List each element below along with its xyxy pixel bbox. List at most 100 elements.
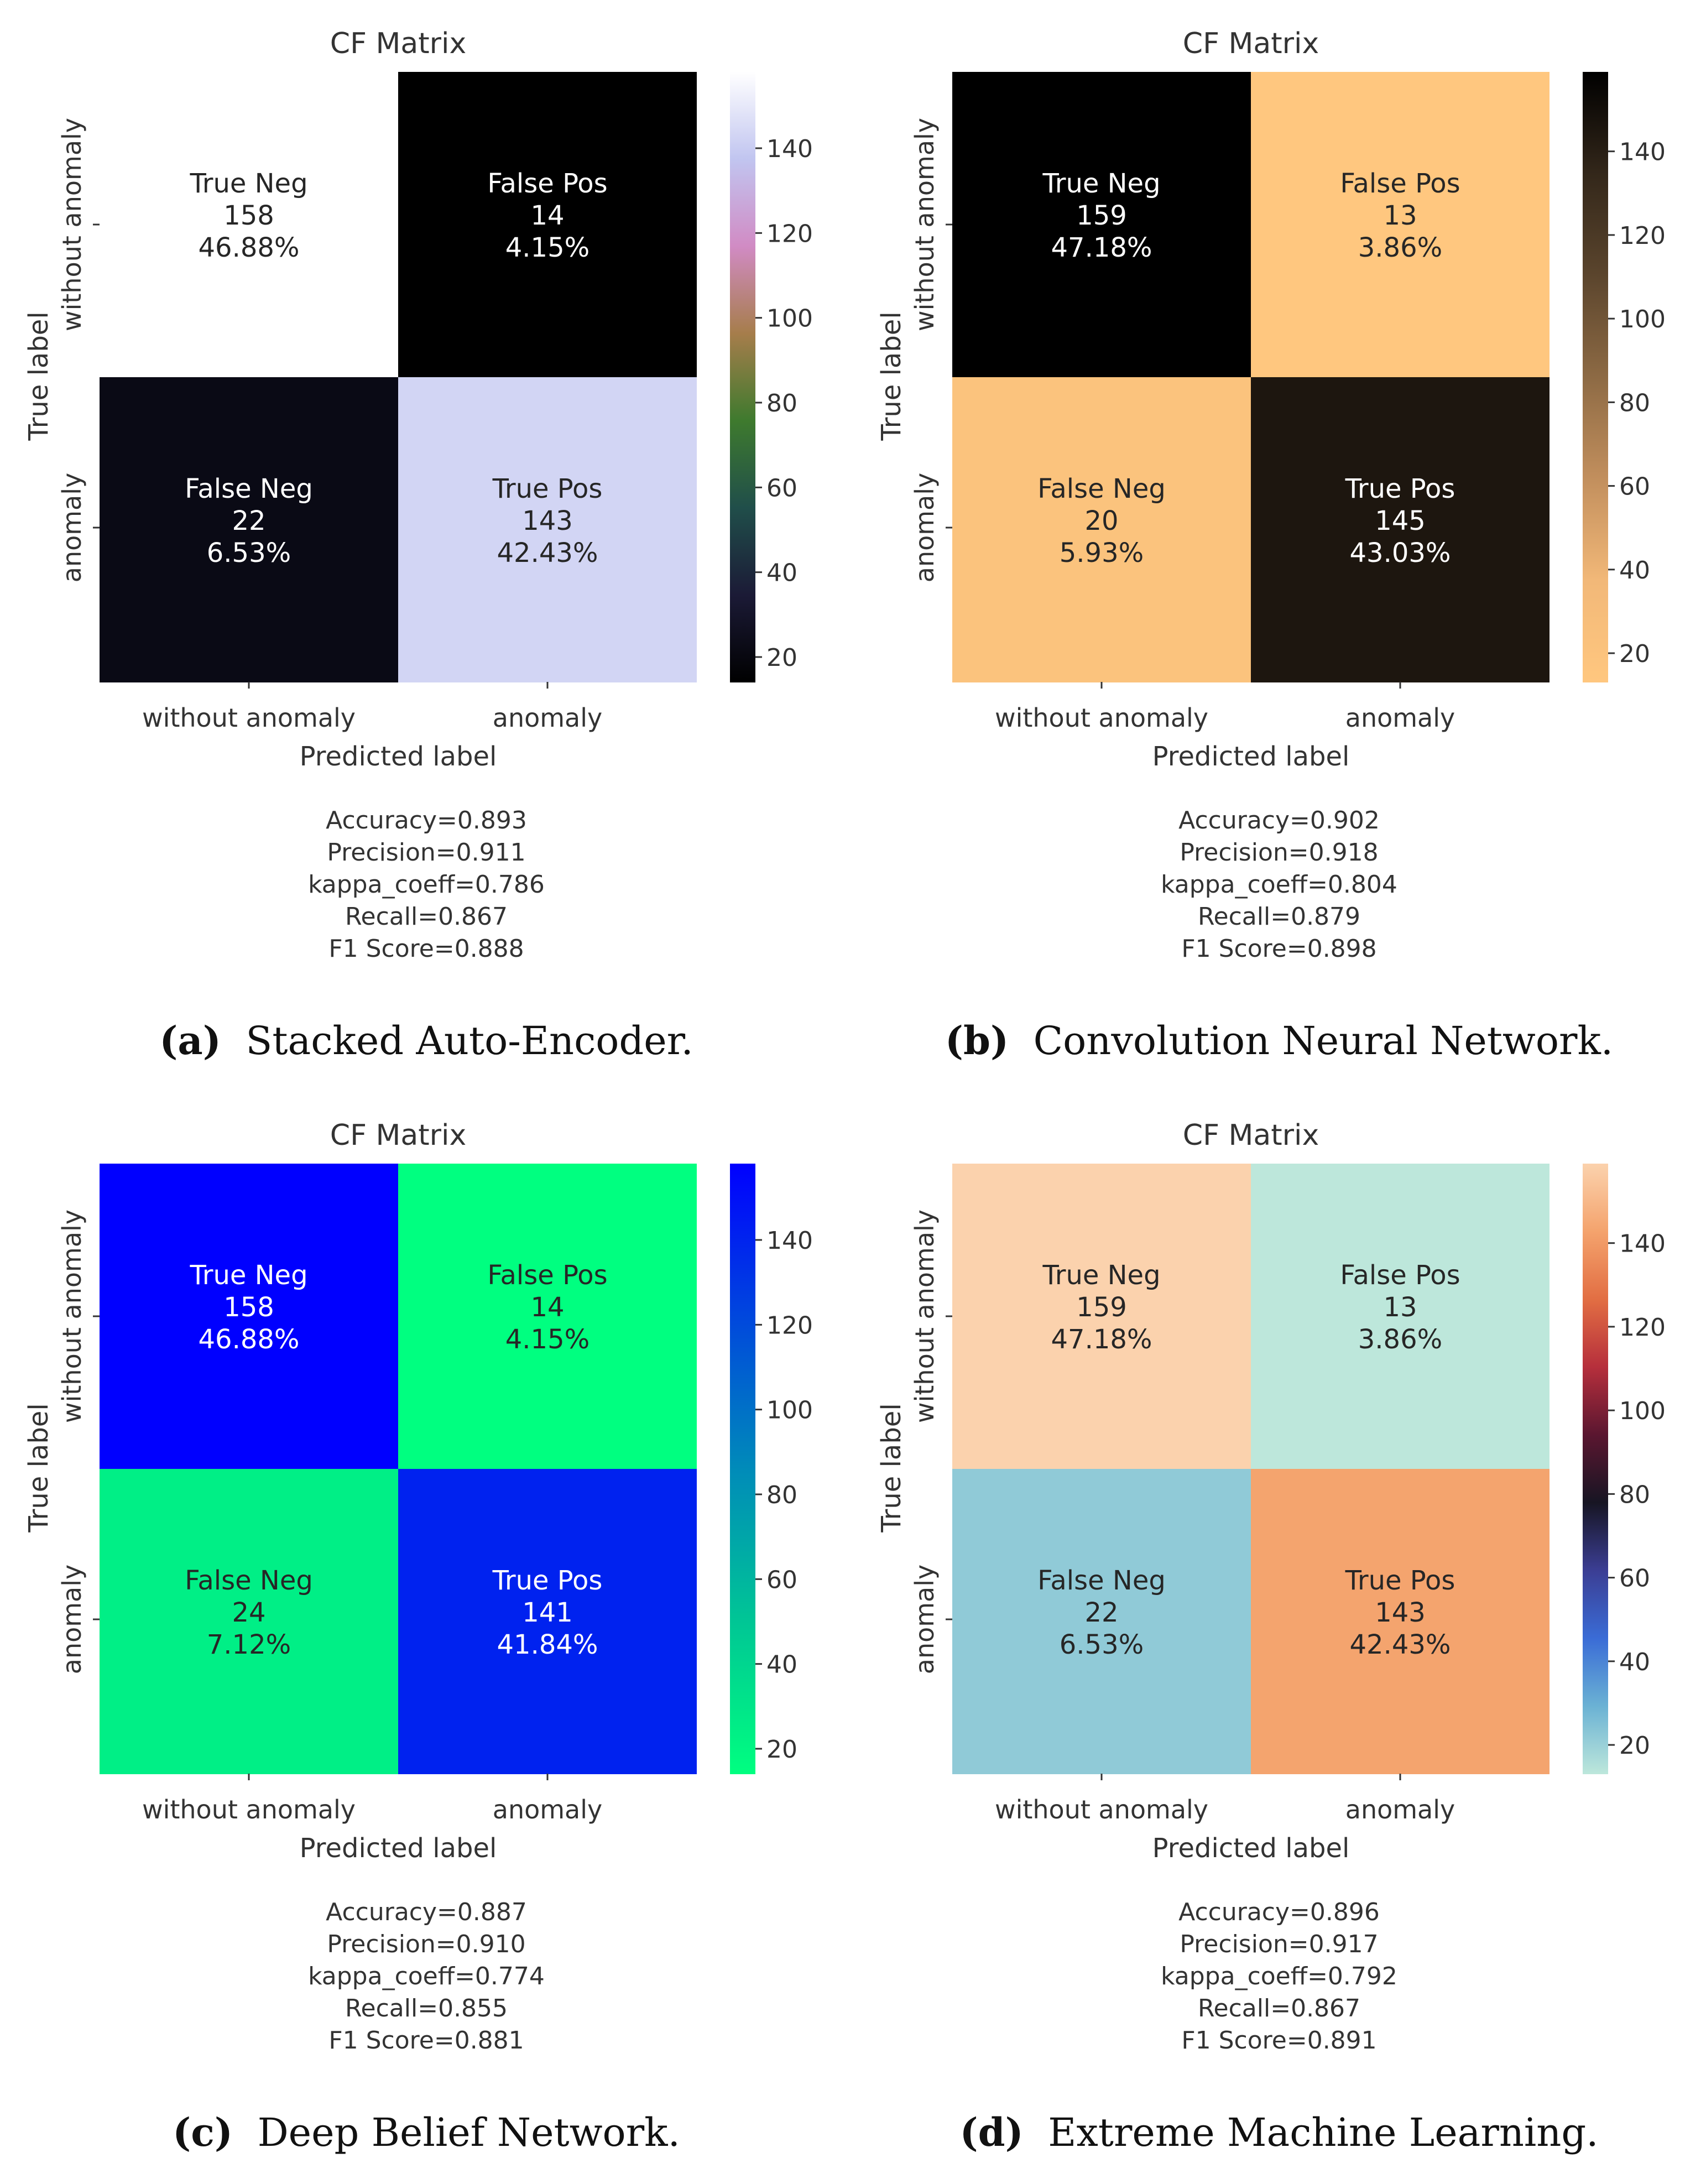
x-axis-label: Predicted label [300, 741, 497, 772]
colorbar-tick-label: 120 [766, 220, 813, 248]
cell-label: True Pos [1345, 473, 1455, 504]
figure-caption: (c) Deep Belief Network. [0, 2109, 853, 2155]
colorbar-tick-label: 20 [1619, 640, 1650, 668]
cell-label: False Pos [487, 1260, 607, 1291]
cell-false-neg [100, 1469, 398, 1774]
cell-label: False Neg [185, 1565, 313, 1596]
metrics-block: Accuracy=0.887 Precision=0.910 kappa_coe… [0, 1896, 853, 2057]
cell-percent: 6.53% [1060, 1629, 1144, 1660]
cell-count: 13 [1383, 1292, 1417, 1323]
cell-label: False Pos [1340, 1260, 1460, 1291]
y-tick-label-1: anomaly [910, 473, 940, 583]
cell-false-neg [952, 1469, 1251, 1774]
y-tick-label-1: anomaly [57, 473, 87, 583]
metric-recall: Recall=0.867 [345, 903, 508, 931]
cell-true-neg [952, 1164, 1251, 1469]
y-axis-label: True label [876, 311, 907, 441]
cell-percent: 46.88% [198, 232, 299, 263]
x-tick-label-0: without anomaly [995, 703, 1208, 733]
cell-count: 143 [522, 505, 573, 536]
cell-count: 22 [1084, 1597, 1118, 1628]
caption-text: Deep Belief Network. [257, 2110, 680, 2155]
colorbar [1583, 72, 1608, 682]
metrics-block: Accuracy=0.896 Precision=0.917 kappa_coe… [853, 1896, 1705, 2057]
colorbar-tick-label: 40 [766, 559, 797, 587]
panel-a: CF Matrix True Neg 158 46.88% False Pos 14 4.… [0, 0, 853, 1092]
cell-percent: 6.53% [207, 538, 291, 569]
y-tick-label-0: without anomaly [57, 118, 87, 331]
cell-percent: 4.15% [505, 232, 589, 263]
cell-false-pos [398, 72, 697, 377]
cell-true-pos [1251, 1469, 1550, 1774]
colorbar-tick-label: 40 [1619, 1648, 1650, 1676]
metric-kappa: kappa_coeff=0.804 [1161, 871, 1397, 899]
cell-label: False Pos [1340, 168, 1460, 199]
cell-count: 158 [223, 1292, 274, 1323]
colorbar-tick-label: 20 [766, 644, 797, 672]
cell-label: False Neg [1037, 1565, 1166, 1596]
y-tick-label-1: anomaly [910, 1565, 940, 1675]
metrics-block: Accuracy=0.902 Precision=0.918 kappa_coe… [853, 805, 1705, 965]
x-tick-label-1: anomaly [493, 703, 603, 733]
colorbar-tick-label: 120 [1619, 222, 1666, 250]
colorbar-tick-label: 100 [1619, 1397, 1666, 1425]
colorbar [730, 72, 755, 682]
cell-percent: 42.43% [497, 538, 598, 569]
y-tick-label-0: without anomaly [57, 1210, 87, 1423]
cell-label: True Neg [1042, 1260, 1160, 1291]
cell-count: 141 [522, 1597, 573, 1628]
cell-percent: 3.86% [1358, 232, 1442, 263]
colorbar-tick-label: 60 [1619, 1565, 1650, 1593]
cell-percent: 42.43% [1349, 1629, 1451, 1660]
metric-accuracy: Accuracy=0.902 [1178, 806, 1380, 835]
x-tick-label-1: anomaly [493, 1795, 603, 1825]
panel-d: CF Matrix True Neg 159 47.18% False Pos 13 3.… [853, 1092, 1705, 2183]
cell-label: False Neg [1037, 473, 1166, 504]
cell-label: False Neg [185, 473, 313, 504]
metric-precision: Precision=0.918 [1180, 838, 1379, 867]
colorbar-tick-label: 140 [766, 1227, 813, 1255]
colorbar-tick-label: 140 [1619, 138, 1666, 166]
y-tick-label-1: anomaly [57, 1565, 87, 1675]
colorbar-tick-label: 20 [766, 1735, 797, 1764]
cell-false-pos [398, 1164, 697, 1469]
y-tick-label-0: without anomaly [910, 118, 940, 331]
caption-label: (a) [159, 1018, 221, 1064]
cell-true-pos [1251, 377, 1550, 682]
cell-label: False Pos [487, 168, 607, 199]
colorbar-tick-label: 140 [766, 135, 813, 163]
caption-label: (d) [959, 2109, 1024, 2155]
cell-percent: 43.03% [1349, 538, 1451, 569]
metric-kappa: kappa_coeff=0.786 [308, 871, 545, 899]
metrics-block: Accuracy=0.893 Precision=0.911 kappa_coe… [0, 805, 853, 965]
cell-percent: 4.15% [505, 1324, 589, 1355]
metric-precision: Precision=0.910 [327, 1930, 526, 1958]
cell-label: True Pos [492, 1565, 603, 1596]
x-axis-label: Predicted label [1152, 741, 1350, 772]
chart-title: CF Matrix [330, 27, 466, 60]
cell-count: 145 [1375, 505, 1426, 536]
colorbar-tick-label: 120 [766, 1311, 813, 1339]
colorbar-tick-label: 20 [1619, 1732, 1650, 1760]
x-tick-label-1: anomaly [1345, 703, 1455, 733]
cell-true-neg [952, 72, 1251, 377]
cell-count: 143 [1375, 1597, 1426, 1628]
metric-kappa: kappa_coeff=0.774 [308, 1962, 545, 1990]
colorbar-tick-label: 80 [766, 389, 797, 418]
metric-f1: F1 Score=0.888 [328, 935, 524, 963]
colorbar-tick-label: 80 [1619, 389, 1650, 417]
metric-precision: Precision=0.917 [1180, 1930, 1379, 1958]
y-axis-label: True label [876, 1403, 907, 1533]
cell-label: True Neg [189, 1260, 307, 1291]
colorbar-tick-label: 60 [766, 1566, 797, 1594]
metric-f1: F1 Score=0.898 [1181, 935, 1377, 963]
colorbar [1583, 1164, 1608, 1774]
cell-false-pos [1251, 72, 1550, 377]
colorbar [730, 1164, 755, 1774]
cell-percent: 47.18% [1051, 232, 1152, 263]
metric-recall: Recall=0.855 [345, 1994, 508, 2023]
x-axis-label: Predicted label [300, 1833, 497, 1864]
metric-precision: Precision=0.911 [327, 838, 526, 867]
